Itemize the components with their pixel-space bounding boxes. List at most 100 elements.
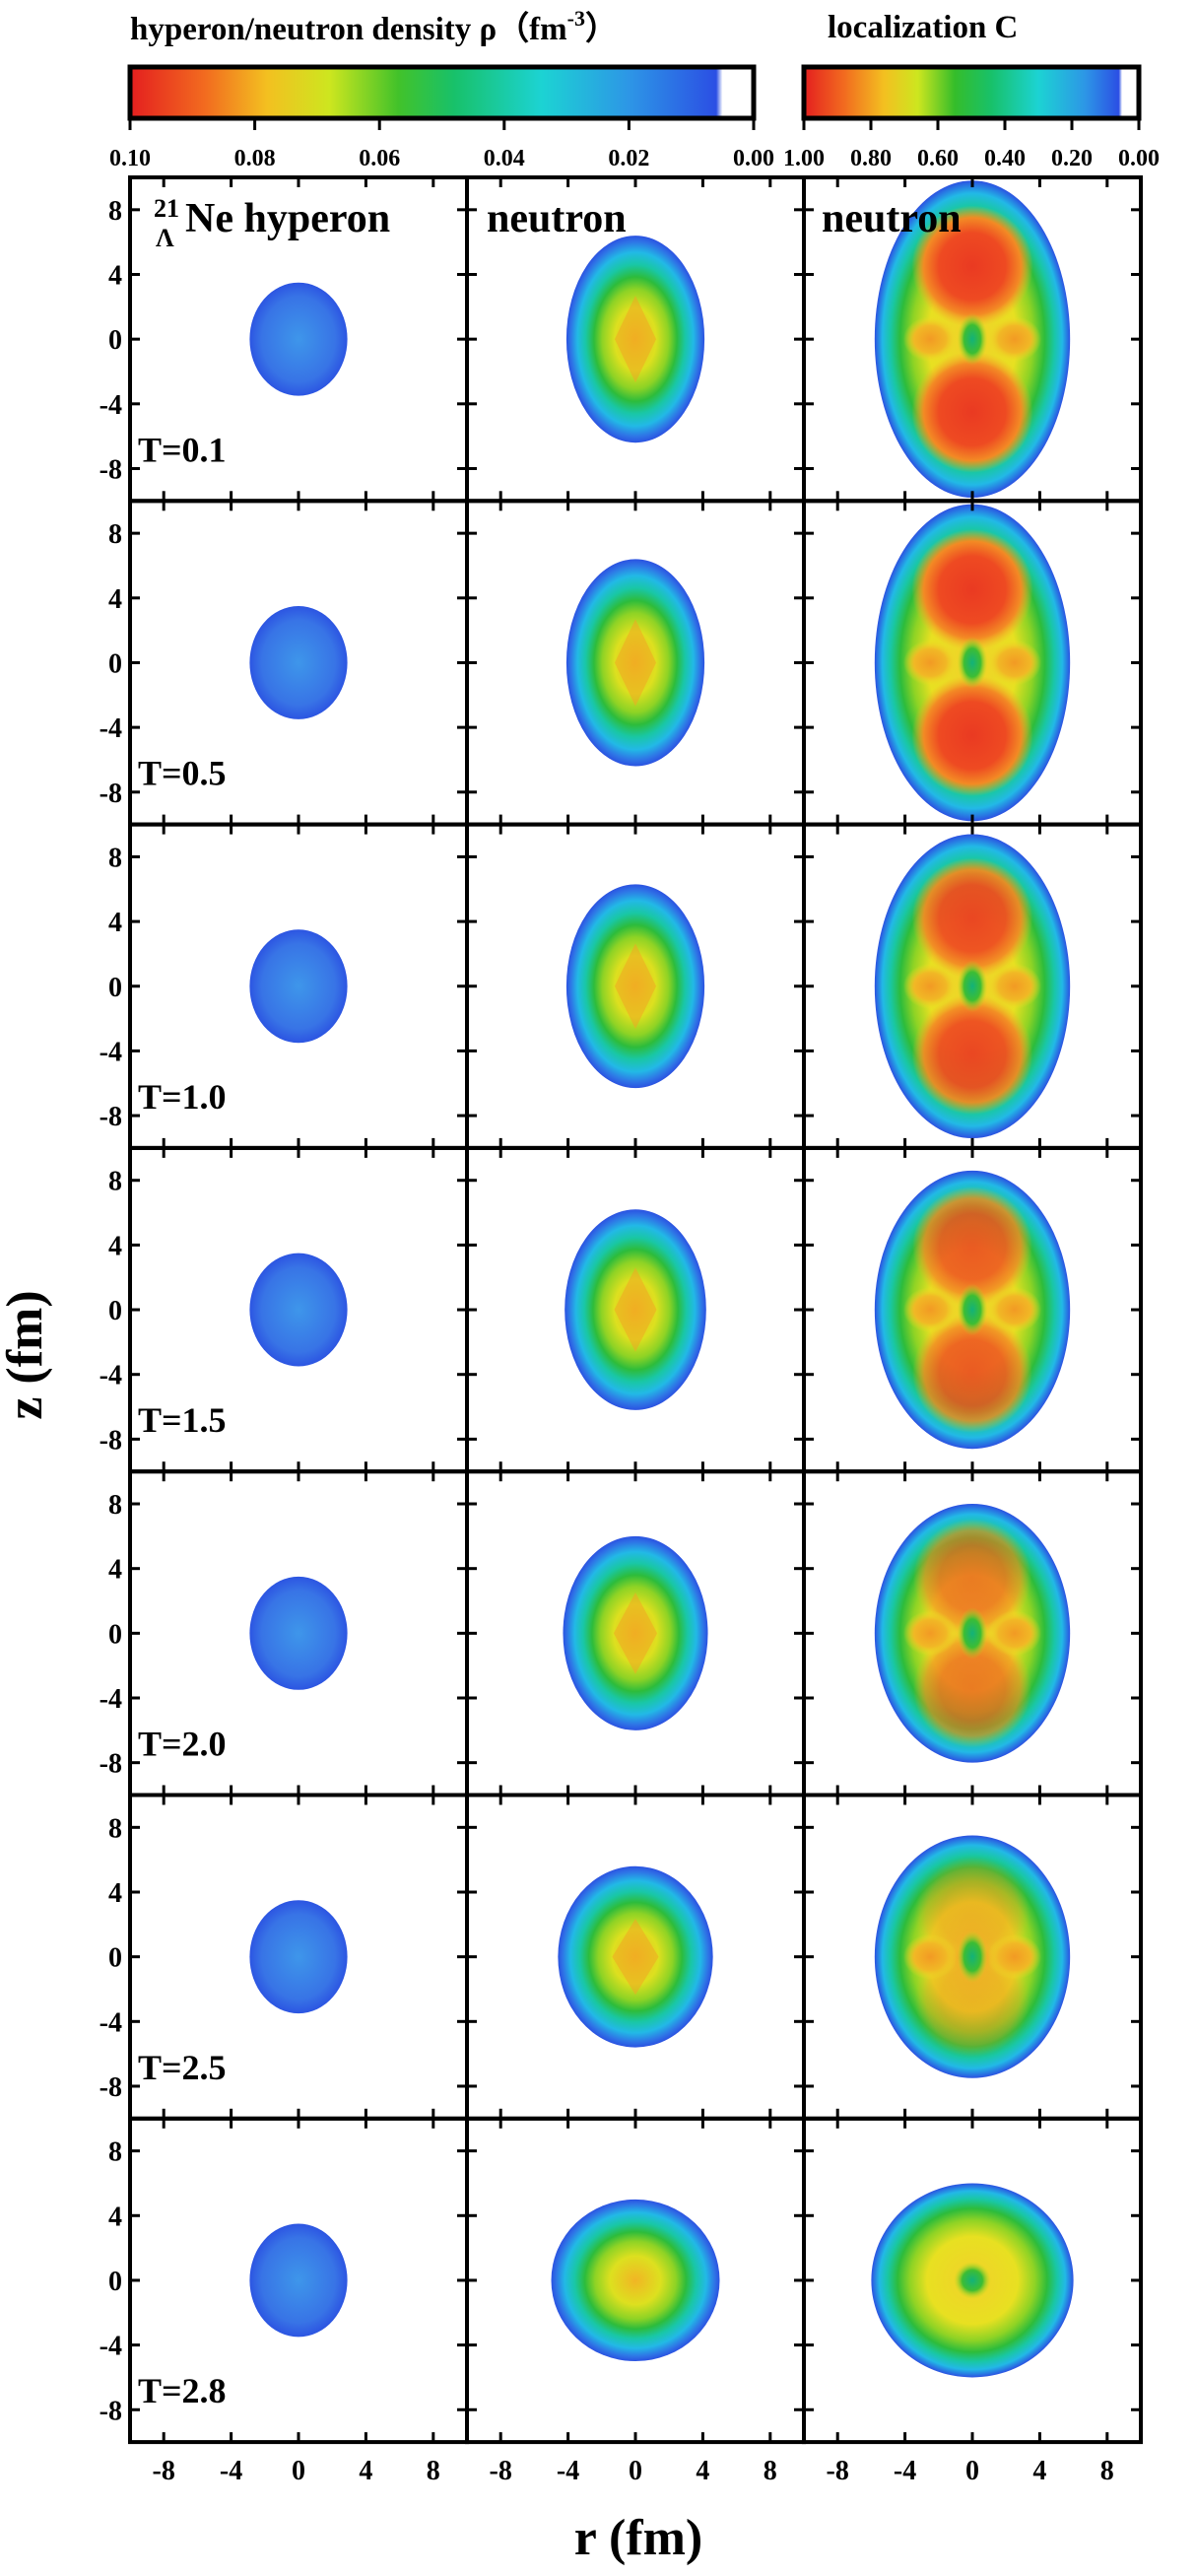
localization-central-hole bbox=[957, 637, 988, 689]
y-tick-label: 4 bbox=[108, 2202, 122, 2232]
localization-lower-lobe bbox=[912, 1629, 1032, 1748]
column-title-neutron-localization: neutron bbox=[822, 196, 962, 241]
y-tick-label: -8 bbox=[100, 454, 122, 485]
y-tick-label: 8 bbox=[108, 1490, 122, 1521]
x-tick-label: -4 bbox=[894, 2456, 916, 2486]
panel-5-3 bbox=[802, 1469, 1143, 1797]
temperature-label: T=1.0 bbox=[138, 1077, 227, 1117]
panel-3-2 bbox=[465, 822, 806, 1150]
localization-lower-lobe bbox=[911, 351, 1033, 473]
panel-3-3 bbox=[802, 822, 1143, 1150]
y-tick-label: 4 bbox=[108, 1878, 122, 1909]
y-tick-label: 4 bbox=[108, 1555, 122, 1586]
localization-left-lobe bbox=[902, 1287, 958, 1333]
density-colorbar-title: hyperon/neutron density ρ（fm-3） bbox=[130, 6, 618, 47]
y-tick-label: -8 bbox=[100, 1749, 122, 1780]
x-tick-label: 4 bbox=[696, 2456, 709, 2486]
localization-central-hole bbox=[957, 312, 988, 366]
x-tick-label: -8 bbox=[827, 2456, 849, 2486]
neutron-density-core bbox=[614, 1267, 657, 1352]
panel-1-3 bbox=[802, 175, 1143, 504]
hyperon-density-map bbox=[249, 2223, 348, 2338]
panel-2-2 bbox=[465, 499, 806, 827]
localization-colorbar-tick-label: 0.00 bbox=[1118, 146, 1160, 171]
density-colorbar-title-paren: ） bbox=[585, 11, 618, 47]
neutron-density-core bbox=[614, 296, 657, 383]
density-colorbar-bar bbox=[127, 64, 757, 121]
y-tick-label: 0 bbox=[108, 973, 122, 1003]
density-colorbar-tick-label: 0.02 bbox=[608, 146, 649, 171]
x-tick-label: 8 bbox=[764, 2456, 777, 2486]
localization-colorbar-title: localization C bbox=[828, 10, 1018, 45]
x-tick-label: 4 bbox=[359, 2456, 372, 2486]
y-tick-label: -8 bbox=[100, 2072, 122, 2103]
temperature-label: T=0.5 bbox=[138, 754, 227, 793]
localization-colorbar-tick-label: 0.80 bbox=[850, 146, 892, 171]
panel-6-3 bbox=[802, 1793, 1143, 2121]
x-tick-label: 8 bbox=[1100, 2456, 1114, 2486]
localization-upper-lobe bbox=[911, 205, 1033, 327]
x-axis-title: r (fm) bbox=[574, 2510, 702, 2566]
hyperon-density-map bbox=[249, 1253, 348, 1367]
localization-upper-lobe bbox=[911, 528, 1033, 651]
y-tick-label: 8 bbox=[108, 1813, 122, 1844]
localization-colorbar-bar bbox=[801, 64, 1142, 121]
density-colorbar-tick-label: 0.06 bbox=[359, 146, 400, 171]
y-tick-label: -8 bbox=[100, 779, 122, 809]
density-colorbar-tick-label: 0.04 bbox=[484, 146, 525, 171]
density-colorbar-ticks: 0.10 0.08 0.06 0.04 0.02 0.00 bbox=[109, 118, 774, 171]
y-axis-title: z (fm) bbox=[0, 1290, 53, 1419]
y-tick-label: -4 bbox=[100, 1684, 122, 1715]
y-tick-label: 8 bbox=[108, 196, 122, 227]
y-tick-label: 8 bbox=[108, 519, 122, 550]
density-colorbar: hyperon/neutron density ρ（fm-3） 0.10 0.08… bbox=[109, 6, 774, 171]
panel-7-2 bbox=[465, 2116, 806, 2445]
y-tick-label: -4 bbox=[100, 1037, 122, 1067]
temperature-label: T=2.0 bbox=[138, 1725, 227, 1764]
density-colorbar-title-exponent: -3 bbox=[567, 6, 585, 31]
x-tick-label: 4 bbox=[1032, 2456, 1046, 2486]
x-tick-label: 0 bbox=[292, 2456, 305, 2486]
localization-colorbar-ticks: 1.00 0.80 0.60 0.40 0.20 0.00 bbox=[783, 118, 1160, 171]
panel-7-3 bbox=[802, 2116, 1143, 2445]
y-tick-label: 4 bbox=[108, 908, 122, 938]
localization-upper-lobe bbox=[912, 1519, 1032, 1638]
y-tick-label: -4 bbox=[100, 390, 122, 421]
y-tick-label: -4 bbox=[100, 2007, 122, 2038]
localization-colorbar: localization C 1.00 0.80 0.60 0.40 0.20 0.00 bbox=[783, 10, 1160, 171]
localization-upper-lobe bbox=[912, 1186, 1032, 1307]
y-tick-label: 8 bbox=[108, 1167, 122, 1197]
temperature-label: T=2.8 bbox=[138, 2371, 227, 2410]
localization-central-hole bbox=[954, 2262, 991, 2299]
localization-right-lobe bbox=[987, 963, 1042, 1009]
column-title-hyperon: 21 Λ Ne hyperon bbox=[154, 194, 390, 252]
neutron-density-map bbox=[551, 2199, 720, 2362]
y-tick-label: 8 bbox=[108, 843, 122, 873]
panel-5-2 bbox=[465, 1469, 806, 1797]
localization-lower-lobe bbox=[911, 674, 1033, 796]
hyperon-density-map bbox=[249, 282, 348, 396]
y-tick-label: 4 bbox=[108, 584, 122, 615]
y-tick-label: 0 bbox=[108, 325, 122, 356]
density-colorbar-tick-label: 0.08 bbox=[234, 146, 276, 171]
y-tick-label: -8 bbox=[100, 2396, 122, 2426]
localization-right-lobe bbox=[987, 1933, 1042, 1980]
y-tick-label: 0 bbox=[108, 1943, 122, 1974]
y-tick-label: -4 bbox=[100, 1361, 122, 1391]
hyperon-density-map bbox=[249, 605, 348, 719]
column-title-neutron-density: neutron bbox=[487, 196, 627, 241]
column-title-lambda: Λ bbox=[156, 224, 174, 252]
localization-left-lobe bbox=[902, 1610, 958, 1657]
localization-left-lobe bbox=[902, 640, 958, 686]
hyperon-density-map bbox=[249, 1900, 348, 2014]
y-tick-label: -8 bbox=[100, 1102, 122, 1132]
x-tick-label: -4 bbox=[220, 2456, 242, 2486]
localization-colorbar-tick-label: 0.40 bbox=[984, 146, 1026, 171]
neutron-density-core bbox=[614, 619, 657, 707]
hyperon-density-map bbox=[249, 929, 348, 1044]
y-tick-label: 0 bbox=[108, 2267, 122, 2297]
localization-left-lobe bbox=[902, 963, 958, 1009]
y-tick-label: 4 bbox=[108, 260, 122, 291]
localization-central-hole bbox=[957, 1931, 988, 1983]
